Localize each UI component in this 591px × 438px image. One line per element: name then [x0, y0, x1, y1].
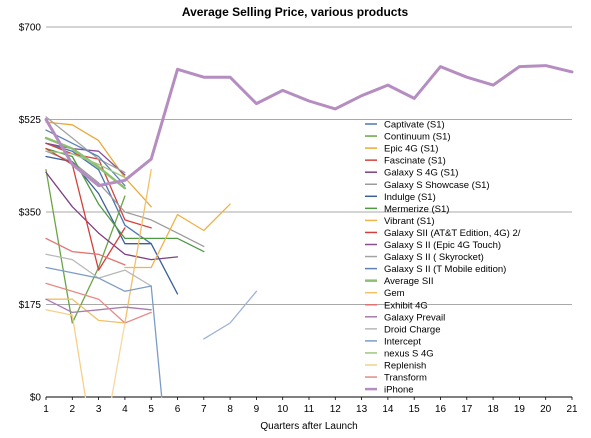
- series-line-11: [45, 116, 126, 174]
- x-tick-label: 8: [227, 404, 233, 415]
- legend: Captivate (S1)Continuum (S1)Epic 4G (S1)…: [365, 120, 521, 396]
- legend-entry: Galaxy S II ( Skyrocket): [384, 252, 484, 263]
- legend-entry: nexus S 4G: [384, 348, 434, 359]
- series-line-4: [45, 171, 179, 261]
- x-tick-label: 3: [96, 404, 102, 415]
- x-tick-label: 12: [330, 404, 342, 415]
- x-tick-label: 15: [409, 404, 421, 415]
- x-tick-label: 1: [43, 404, 49, 415]
- legend-entry: Galaxy Prevail: [384, 312, 445, 323]
- legend-entry: Gem: [384, 288, 405, 299]
- legend-entry: Galaxy SII (AT&T Edition, 4G) 2/: [384, 228, 521, 239]
- legend-entry: Galaxy S II (Epic 4G Touch): [384, 240, 501, 251]
- y-tick-label: $0: [30, 393, 42, 404]
- legend-entry: Transform: [384, 373, 427, 384]
- legend-entry: Epic 4G (S1): [384, 144, 438, 155]
- y-tick-label: $175: [19, 300, 42, 311]
- series-line-18: [45, 266, 163, 398]
- x-tick-label: 17: [461, 404, 473, 415]
- y-tick-label: $350: [19, 208, 42, 219]
- x-axis-label: Quarters after Launch: [260, 421, 357, 432]
- series-line-21: [45, 282, 152, 324]
- x-tick-label: 10: [277, 404, 289, 415]
- x-tick-label: 11: [304, 404, 315, 415]
- series-line-5: [45, 150, 205, 248]
- legend-entry: Intercept: [384, 336, 421, 347]
- legend-entry: Vibrant (S1): [384, 216, 435, 227]
- legend-entry: Galaxy S Showcase (S1): [384, 180, 490, 191]
- legend-entry: Average SII: [384, 276, 433, 287]
- series-line-23: [203, 290, 258, 340]
- x-tick-label: 14: [382, 404, 394, 415]
- legend-entry: Galaxy S II (T Mobile edition): [384, 264, 506, 275]
- legend-entry: Droid Charge: [384, 324, 441, 335]
- x-tick-label: 5: [148, 404, 154, 415]
- series-line-20: [45, 309, 87, 398]
- x-tick-label: 4: [122, 404, 128, 415]
- series-line-6: [45, 155, 179, 295]
- legend-entry: Captivate (S1): [384, 120, 445, 131]
- x-tick-label: 19: [514, 404, 526, 415]
- legend-entry: iPhone: [384, 385, 414, 396]
- series-line-19: [45, 150, 126, 179]
- x-tick-label: 21: [566, 404, 578, 415]
- x-tick-label: 20: [540, 404, 552, 415]
- legend-entry: Replenish: [384, 361, 426, 372]
- x-tick-label: 2: [70, 404, 76, 415]
- series-line-8: [124, 203, 231, 269]
- series-line-7: [45, 147, 205, 253]
- legend-entry: Mermerize (S1): [384, 204, 449, 215]
- series-line-2: [45, 121, 152, 208]
- series-line-22: [44, 64, 574, 188]
- legend-entry: Galaxy S 4G (S1): [384, 168, 458, 179]
- legend-entry: Continuum (S1): [384, 132, 451, 143]
- y-tick-label: $700: [19, 23, 42, 34]
- grid: [46, 26, 572, 305]
- legend-entry: Indulge (S1): [384, 192, 436, 203]
- x-tick-label: 6: [175, 404, 181, 415]
- series-line-9: [45, 147, 126, 271]
- x-tick-label: 18: [488, 404, 500, 415]
- x-tick-label: 9: [254, 404, 260, 415]
- y-tick-label: $525: [19, 115, 42, 126]
- series-line-14: [45, 169, 152, 324]
- x-tick-label: 13: [356, 404, 368, 415]
- series-line-16: [45, 298, 152, 314]
- legend-entry: Exhibit 4G: [384, 300, 428, 311]
- series-group: [44, 64, 574, 398]
- series-line-24: [111, 322, 126, 398]
- chart-title: Average Selling Price, various products: [182, 5, 409, 19]
- x-tick-label: 16: [435, 404, 447, 415]
- x-tick-label: 7: [201, 404, 207, 415]
- series-line-15: [45, 237, 126, 266]
- legend-entry: Fascinate (S1): [384, 156, 446, 167]
